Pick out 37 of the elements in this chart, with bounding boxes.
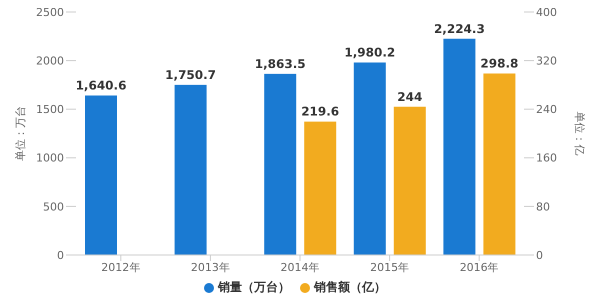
x-tick-label: 2012年 — [101, 260, 140, 274]
x-tick-label: 2013年 — [190, 260, 230, 274]
y-tick-label: 2500 — [36, 6, 64, 19]
data-label: 219.6 — [301, 104, 340, 119]
y2-axis-title: 单位：亿 — [573, 112, 586, 156]
bar — [304, 122, 336, 255]
y-tick-label: 1000 — [36, 152, 64, 165]
y2-tick-label: 400 — [536, 6, 557, 19]
y2-tick-label: 240 — [536, 103, 557, 116]
data-label: 1,980.2 — [344, 46, 396, 60]
data-label: 2,224.3 — [434, 22, 485, 36]
bar — [85, 96, 117, 255]
y-tick-label: 1500 — [36, 103, 64, 116]
data-label: 1,640.6 — [76, 78, 126, 93]
data-label: 1,863.5 — [254, 56, 306, 71]
x-tick-label: 2015年 — [370, 260, 410, 274]
y-tick-label: 2000 — [36, 54, 64, 68]
x-tick-label: 2016年 — [460, 260, 499, 274]
data-label: 1,750.7 — [165, 68, 216, 82]
data-label: 298.8 — [480, 56, 518, 70]
y-tick-label: 0 — [57, 248, 64, 262]
bar — [354, 62, 386, 255]
data-label: 244 — [397, 90, 422, 104]
legend-label: 销量（万台） — [218, 280, 290, 294]
y2-tick-label: 80 — [536, 200, 550, 214]
bar — [394, 106, 426, 255]
bar — [264, 74, 296, 255]
y2-tick-label: 160 — [536, 152, 557, 165]
y-axis-title: 单位：万台 — [14, 106, 27, 161]
y2-tick-label: 320 — [536, 54, 557, 68]
bar — [483, 73, 516, 255]
y2-tick-label: 0 — [536, 248, 543, 262]
legend-label: 销售额（亿） — [314, 280, 386, 294]
y-tick-label: 500 — [43, 200, 64, 214]
x-tick-label: 2014年 — [280, 260, 320, 274]
bar — [443, 38, 476, 255]
bar — [174, 84, 207, 255]
